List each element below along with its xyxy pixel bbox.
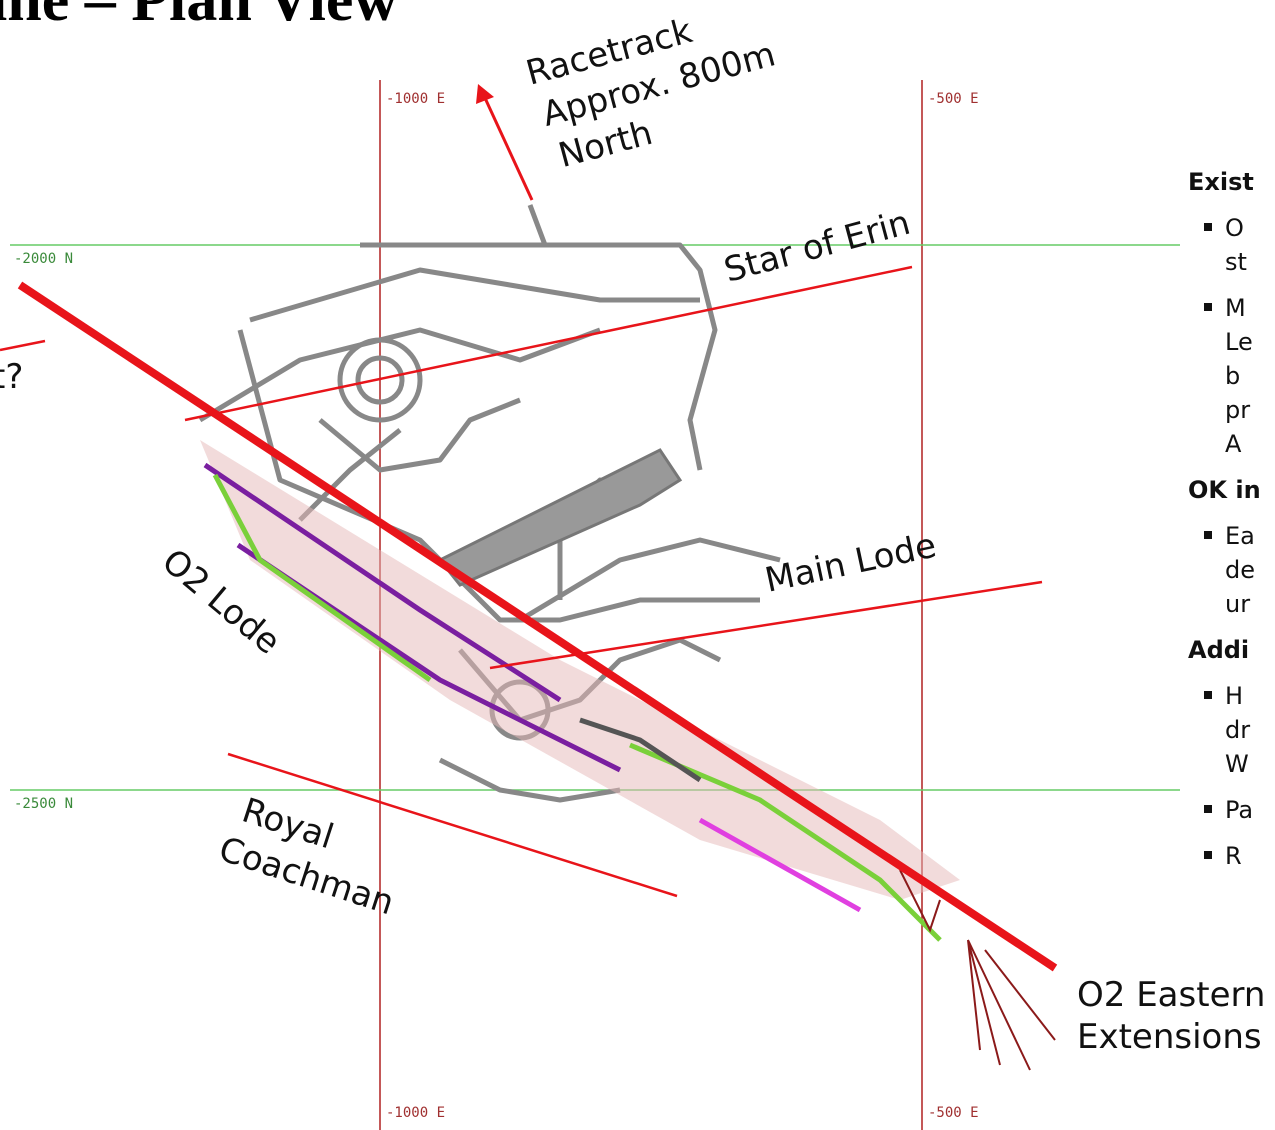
bullet bbox=[1204, 805, 1212, 813]
side-panel: Exist Ost M Le b pr A OK in Ea de ur Addi Hdr W Pa R bbox=[1188, 168, 1261, 870]
annotation: O2 Eastern bbox=[1077, 975, 1265, 1015]
bullet-text: pr bbox=[1225, 396, 1250, 424]
section-heading: Exist bbox=[1188, 168, 1254, 196]
grid-label: -500 E bbox=[928, 91, 979, 107]
drillholes bbox=[899, 869, 1056, 1071]
decline bbox=[437, 448, 683, 587]
bullet-text: st bbox=[1225, 248, 1247, 276]
bullet bbox=[1204, 851, 1212, 859]
section-heading: Addi bbox=[1188, 636, 1249, 664]
grid-label: -2000 N bbox=[14, 251, 73, 267]
grid-label: -1000 E bbox=[386, 1105, 445, 1121]
bullet-text: A bbox=[1225, 430, 1242, 458]
bullet bbox=[1204, 531, 1212, 539]
annotation: Extensions bbox=[1077, 1017, 1262, 1057]
annotation: Main Lode bbox=[762, 526, 940, 601]
royal-coachman-label: Royal Coachman bbox=[214, 791, 399, 924]
bullet-text: de bbox=[1225, 556, 1255, 584]
bullet-text: H bbox=[1225, 682, 1243, 710]
grid-label: -2500 N bbox=[14, 796, 73, 812]
ore-shell bbox=[200, 440, 960, 900]
structure-lines bbox=[0, 84, 1058, 972]
annotation: Star of Erin bbox=[720, 203, 914, 291]
bullet-text: O bbox=[1225, 214, 1244, 242]
section-heading: OK in bbox=[1188, 476, 1261, 504]
bullet bbox=[1204, 303, 1212, 311]
bullet-text: Ea bbox=[1225, 522, 1255, 550]
title: ine – Plan View bbox=[0, 0, 398, 34]
bullet-text: M bbox=[1225, 294, 1246, 322]
bullet-text: Pa bbox=[1225, 796, 1253, 824]
bullet-text: dr bbox=[1225, 716, 1250, 744]
bullet bbox=[1204, 691, 1212, 699]
bullet bbox=[1204, 223, 1212, 231]
racetrack-label: Racetrack Approx. 800m North bbox=[522, 11, 780, 176]
bullet-text: R bbox=[1225, 842, 1242, 870]
annotation: t? bbox=[0, 357, 23, 397]
bullet-text: ur bbox=[1225, 590, 1250, 618]
grid-label: -500 E bbox=[928, 1105, 979, 1121]
bullet-text: Le bbox=[1225, 328, 1253, 356]
grid: -1000 E -500 E -1000 E -500 E -2000 N -2… bbox=[10, 80, 1180, 1130]
bullet-text: b bbox=[1225, 362, 1240, 390]
lode-outlines bbox=[203, 462, 942, 942]
grid-label: -1000 E bbox=[386, 91, 445, 107]
bullet-text: W bbox=[1225, 750, 1249, 778]
